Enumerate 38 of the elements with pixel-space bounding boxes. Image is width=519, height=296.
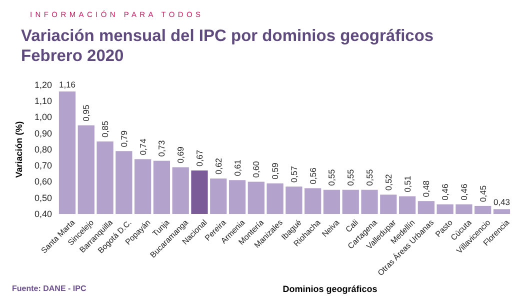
data-label: 0,74 [138, 138, 148, 156]
y-tick-label: 0,60 [34, 176, 52, 187]
data-label: 0,60 [251, 160, 262, 178]
y-tick-label: 0,50 [34, 192, 52, 203]
data-label: 0,95 [81, 104, 92, 122]
chart-title: Variación mensual del IPC por dominios geográficos [21, 27, 434, 45]
data-label: 0,61 [232, 159, 242, 176]
y-tick-label: 1,10 [34, 96, 52, 106]
data-label: 0,52 [383, 174, 394, 191]
y-tick-label: 1,20 [34, 80, 52, 90]
data-label: 0,55 [346, 168, 356, 186]
data-label: 0,56 [308, 167, 318, 184]
data-label: 0,59 [270, 162, 280, 180]
data-label: 0,57 [288, 166, 299, 183]
data-label: 0,73 [156, 140, 167, 157]
data-label: 0,46 [458, 184, 469, 200]
data-label: 0,67 [194, 150, 204, 166]
data-label: 1,16 [58, 79, 76, 90]
data-label: 0,45 [478, 185, 488, 202]
y-tick-label: 0,40 [34, 208, 52, 219]
source-note: Fuente: DANE - IPC [12, 284, 86, 293]
data-label: 0,48 [421, 180, 432, 198]
y-tick-label: 0,80 [34, 144, 52, 154]
x-axis-title: Dominios geográficos [282, 284, 378, 294]
y-tick-label: 1,00 [34, 112, 52, 122]
data-label: 0,55 [326, 168, 337, 186]
data-label: 0,79 [118, 130, 129, 148]
y-tick-label: 0,90 [34, 128, 52, 138]
data-label: 0,46 [440, 184, 450, 200]
data-label: 0,55 [364, 168, 375, 186]
data-label: 0,62 [213, 158, 224, 175]
data-label: 0,85 [100, 120, 110, 138]
y-tick-label: 0,70 [34, 160, 52, 171]
data-label: 0,51 [402, 175, 412, 192]
chart-subtitle: Febrero 2020 [21, 47, 124, 65]
data-label: 0,69 [176, 146, 186, 164]
data-label: 0,43 [493, 197, 510, 208]
y-axis-title: Variación (%) [14, 121, 24, 178]
